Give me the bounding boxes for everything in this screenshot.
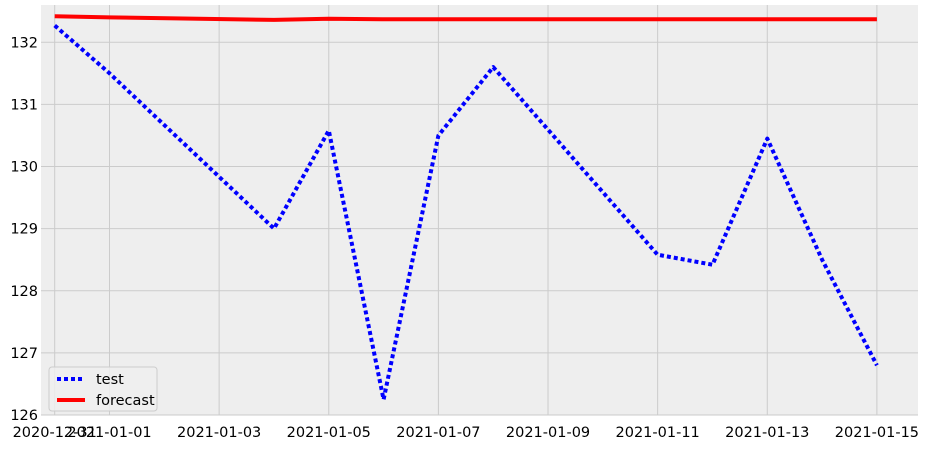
y-tick-label: 127: [10, 346, 38, 362]
y-tick-label: 130: [10, 160, 38, 176]
x-tick-label: 2021-01-03: [177, 425, 261, 441]
x-tick-label: 2021-01-07: [396, 425, 480, 441]
y-tick-label: 132: [10, 35, 38, 51]
x-tick-label: 2021-01-01: [67, 425, 151, 441]
y-tick-label: 131: [10, 97, 38, 113]
y-tick-label: 126: [10, 408, 38, 424]
series-layer: [53, 14, 879, 402]
series-line-forecast: [54, 14, 877, 22]
x-tick-label: 2021-01-13: [725, 425, 809, 441]
x-tick-label: 2021-01-09: [506, 425, 590, 441]
plot-area: [41, 5, 918, 415]
x-tick-label: 2021-01-05: [287, 425, 371, 441]
y-tick-label: 129: [10, 222, 38, 238]
x-tick-label: 2021-01-15: [835, 425, 919, 441]
y-axis: 126 127 128 129 130 131 132: [10, 35, 38, 424]
x-tick-label: 2020-12-31: [13, 425, 97, 441]
y-tick-label: 128: [10, 284, 38, 300]
legend-label-test: test: [96, 372, 124, 388]
legend-label-forecast: forecast: [96, 393, 155, 409]
legend: test forecast: [48, 366, 158, 412]
grid-lines: [41, 5, 918, 416]
series-line-test: [53, 23, 879, 402]
x-tick-label: 2021-01-11: [616, 425, 700, 441]
